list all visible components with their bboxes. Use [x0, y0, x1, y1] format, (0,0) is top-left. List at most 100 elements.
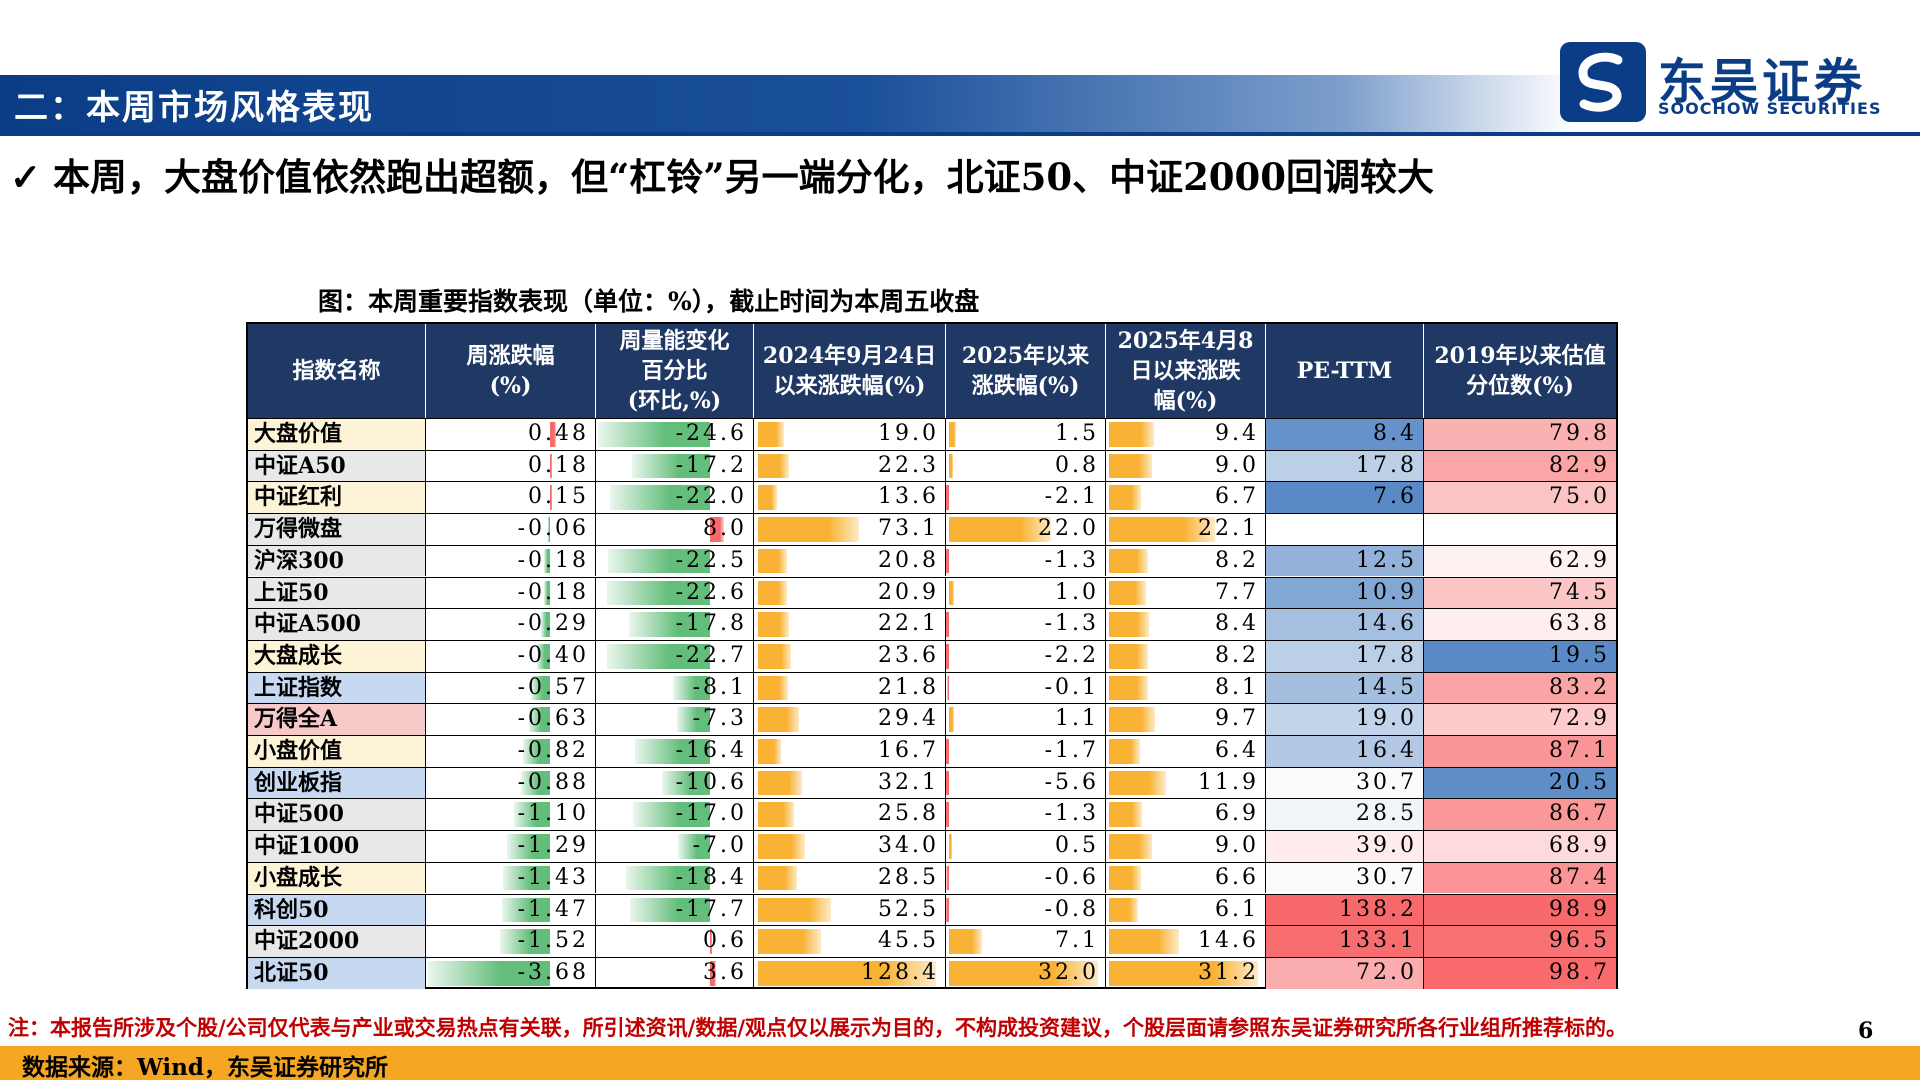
- cell-value: 9.0: [1215, 452, 1259, 478]
- cell-value: 96.5: [1549, 928, 1610, 954]
- cell-value: 20.5: [1549, 769, 1610, 795]
- cell-value: 3.6: [703, 959, 747, 985]
- data-bar: [709, 960, 717, 986]
- cell-value: 63.8: [1549, 611, 1610, 637]
- cell-value: -17.0: [675, 801, 747, 827]
- ytd-cell: -0.8: [946, 894, 1106, 926]
- cell-value: 16.7: [878, 738, 939, 763]
- data-bar: [1109, 422, 1155, 447]
- cell-value: -0.40: [517, 642, 589, 668]
- weekly-change-cell: -1.47: [426, 894, 596, 926]
- table-row: 小盘价值 -0.82 -16.4 16.7 -1.7 6.4 16.4 87.1: [248, 735, 1616, 767]
- index-name-cell: 上证50: [248, 577, 426, 609]
- since-0924-cell: 73.1: [754, 514, 946, 545]
- cell-value: 34.0: [878, 833, 939, 859]
- table-row: 中证A50 0.18 -17.2 22.3 0.8 9.0 17.8 82.9: [248, 449, 1616, 482]
- valuation-percentile-cell: 86.7: [1424, 799, 1616, 831]
- cell-value: 20.8: [878, 547, 939, 573]
- data-bar: [629, 612, 710, 637]
- since-0408-cell: 6.1: [1106, 894, 1266, 926]
- data-bar: [531, 675, 551, 701]
- cell-value: 14.6: [1198, 928, 1259, 954]
- cell-value: 87.1: [1549, 738, 1610, 763]
- cell-value: -17.2: [675, 452, 747, 478]
- cell-value: 133.1: [1339, 928, 1417, 954]
- data-bar: [757, 739, 782, 764]
- cell-value: 22.3: [878, 452, 939, 478]
- header-line: (环比,%): [627, 388, 722, 414]
- pe-ttm-cell: [1266, 514, 1424, 545]
- data-bar: [946, 643, 950, 669]
- weekly-change-cell: -1.10: [426, 799, 596, 831]
- index-name-cell: 万得微盘: [248, 514, 426, 545]
- cell-value: 1.0: [1055, 579, 1099, 605]
- pe-ttm-cell: 17.8: [1266, 640, 1424, 672]
- cell-value: -22.6: [675, 579, 747, 605]
- ytd-cell: -1.7: [946, 736, 1106, 767]
- data-bar: [661, 770, 710, 796]
- data-bar: [1109, 485, 1142, 511]
- data-bar: [607, 548, 710, 574]
- weekly-change-cell: -1.52: [426, 926, 596, 957]
- data-bar: [1109, 929, 1179, 954]
- valuation-percentile-cell: 63.8: [1424, 609, 1616, 640]
- index-name-cell: 北证50: [248, 957, 426, 989]
- data-bar: [1109, 739, 1140, 764]
- ytd-cell: 1.1: [946, 704, 1106, 735]
- cell-value: -22.7: [675, 642, 747, 668]
- valuation-percentile-cell: 96.5: [1424, 926, 1616, 957]
- since-0924-cell: 25.8: [754, 799, 946, 831]
- pe-ttm-cell: 7.6: [1266, 482, 1424, 514]
- cell-value: -0.57: [517, 674, 589, 700]
- data-bar: [1109, 517, 1215, 542]
- header-line: PE-TTM: [1296, 358, 1393, 384]
- since-0408-cell: 6.4: [1106, 736, 1266, 767]
- cell-value: 52.5: [878, 896, 939, 922]
- data-bar: [631, 453, 710, 479]
- valuation-percentile-cell: 19.5: [1424, 640, 1616, 672]
- header-line: 2024年9月24日: [762, 343, 937, 369]
- header-pe-ttm: PE-TTM: [1266, 324, 1424, 418]
- since-0924-cell: 45.5: [754, 926, 946, 957]
- since-0924-cell: 52.5: [754, 894, 946, 926]
- cell-value: 8.1: [1215, 674, 1259, 700]
- volume-change-cell: -17.0: [596, 799, 754, 831]
- since-0924-cell: 19.0: [754, 419, 946, 450]
- header-volume-change: 周量能变化 百分比 (环比,%): [596, 324, 754, 418]
- index-performance-table: 指数名称 周涨跌幅 (%) 周量能变化 百分比 (环比,%) 2024年9月24日 以来涨跌幅…: [246, 322, 1618, 989]
- cell-value: -5.6: [1044, 769, 1099, 795]
- data-bar: [1109, 897, 1139, 923]
- cell-value: 28.5: [878, 864, 939, 890]
- ytd-cell: -0.6: [946, 862, 1106, 894]
- cell-value: 17.8: [1356, 642, 1417, 668]
- data-bar: [757, 707, 799, 732]
- cell-value: 8.4: [1215, 611, 1259, 637]
- data-bar: [757, 770, 803, 796]
- valuation-percentile-cell: 75.0: [1424, 482, 1616, 514]
- cell-value: -1.3: [1044, 801, 1099, 827]
- data-bar: [949, 707, 955, 732]
- pe-ttm-cell: 133.1: [1266, 926, 1424, 957]
- cell-value: -1.10: [517, 801, 589, 827]
- cell-value: -17.7: [675, 896, 747, 922]
- ytd-cell: 32.0: [946, 957, 1106, 989]
- data-bar: [946, 485, 950, 511]
- index-name-cell: 上证指数: [248, 672, 426, 704]
- since-0924-cell: 29.4: [754, 704, 946, 735]
- pe-ttm-cell: 138.2: [1266, 894, 1424, 926]
- header-line: (%): [489, 373, 532, 399]
- cell-value: -18.4: [675, 864, 747, 890]
- cell-value: 62.9: [1549, 547, 1610, 573]
- data-bar: [629, 897, 710, 923]
- source-band: [0, 1046, 1920, 1080]
- data-bar: [1109, 548, 1149, 574]
- weekly-change-cell: -0.40: [426, 640, 596, 672]
- cell-value: 6.1: [1215, 896, 1259, 922]
- cell-value: -8.1: [692, 674, 747, 700]
- weekly-change-cell: -0.57: [426, 672, 596, 704]
- since-0924-cell: 34.0: [754, 831, 946, 862]
- valuation-percentile-cell: 87.4: [1424, 862, 1616, 894]
- pe-ttm-cell: 39.0: [1266, 831, 1424, 862]
- data-bar: [757, 517, 860, 542]
- data-bar: [757, 929, 822, 954]
